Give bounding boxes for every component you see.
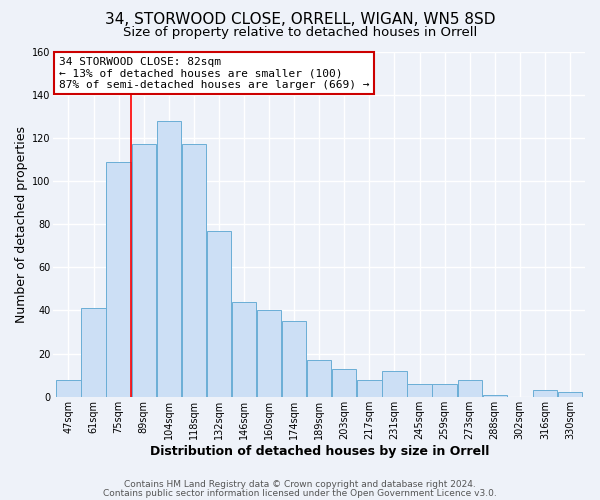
Bar <box>357 380 382 397</box>
Bar <box>82 308 106 397</box>
Bar <box>106 162 131 397</box>
Bar <box>558 392 582 397</box>
Bar <box>307 360 331 397</box>
Bar <box>458 380 482 397</box>
Bar <box>232 302 256 397</box>
Bar <box>407 384 431 397</box>
Bar <box>157 120 181 397</box>
Bar <box>282 322 307 397</box>
Text: 34, STORWOOD CLOSE, ORRELL, WIGAN, WN5 8SD: 34, STORWOOD CLOSE, ORRELL, WIGAN, WN5 8… <box>105 12 495 28</box>
Bar <box>182 144 206 397</box>
Bar <box>382 371 407 397</box>
Bar <box>433 384 457 397</box>
Bar <box>56 380 80 397</box>
Bar <box>482 394 507 397</box>
Bar <box>207 230 231 397</box>
X-axis label: Distribution of detached houses by size in Orrell: Distribution of detached houses by size … <box>149 444 489 458</box>
Bar <box>257 310 281 397</box>
Text: Size of property relative to detached houses in Orrell: Size of property relative to detached ho… <box>123 26 477 39</box>
Y-axis label: Number of detached properties: Number of detached properties <box>15 126 28 322</box>
Bar <box>332 368 356 397</box>
Bar <box>533 390 557 397</box>
Text: Contains HM Land Registry data © Crown copyright and database right 2024.: Contains HM Land Registry data © Crown c… <box>124 480 476 489</box>
Text: Contains public sector information licensed under the Open Government Licence v3: Contains public sector information licen… <box>103 488 497 498</box>
Text: 34 STORWOOD CLOSE: 82sqm
← 13% of detached houses are smaller (100)
87% of semi-: 34 STORWOOD CLOSE: 82sqm ← 13% of detach… <box>59 56 369 90</box>
Bar <box>131 144 156 397</box>
